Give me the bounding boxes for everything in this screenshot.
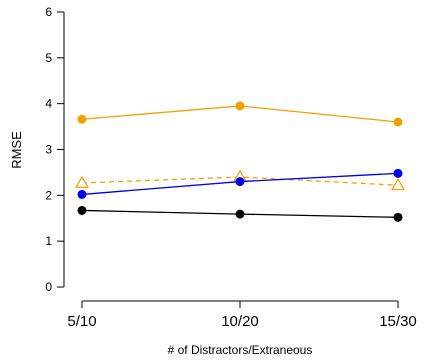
data-point (393, 212, 403, 222)
x-tick-label: 5/10 (67, 313, 96, 330)
x-axis-label: # of Distractors/Extraneous (168, 343, 313, 357)
y-axis: 0 1 2 3 4 5 6 (45, 5, 65, 294)
data-point (393, 168, 403, 178)
y-tick-label: 1 (45, 234, 52, 248)
data-point (77, 114, 87, 124)
data-point (235, 101, 245, 111)
y-tick-label: 4 (45, 97, 52, 111)
series-3 (77, 168, 403, 199)
x-tick-label: 15/30 (379, 313, 417, 330)
y-axis-label: RMSE (9, 131, 24, 169)
data-point (390, 178, 406, 191)
data-point (235, 177, 245, 187)
data-point (77, 189, 87, 199)
y-tick-label: 6 (45, 5, 52, 19)
y-tick-label: 0 (45, 280, 52, 294)
y-tick-label: 5 (45, 51, 52, 65)
y-tick-label: 2 (45, 188, 52, 202)
x-axis: 5/10 10/20 15/30 (67, 300, 417, 330)
series-4 (77, 205, 403, 222)
series-layer (74, 101, 406, 222)
y-tick-label: 3 (45, 143, 52, 157)
data-point (235, 209, 245, 219)
series-1 (77, 101, 403, 127)
x-tick-label: 10/20 (221, 313, 259, 330)
data-point (77, 205, 87, 215)
data-point (393, 117, 403, 127)
series-line (81, 176, 399, 186)
data-point (74, 175, 90, 188)
